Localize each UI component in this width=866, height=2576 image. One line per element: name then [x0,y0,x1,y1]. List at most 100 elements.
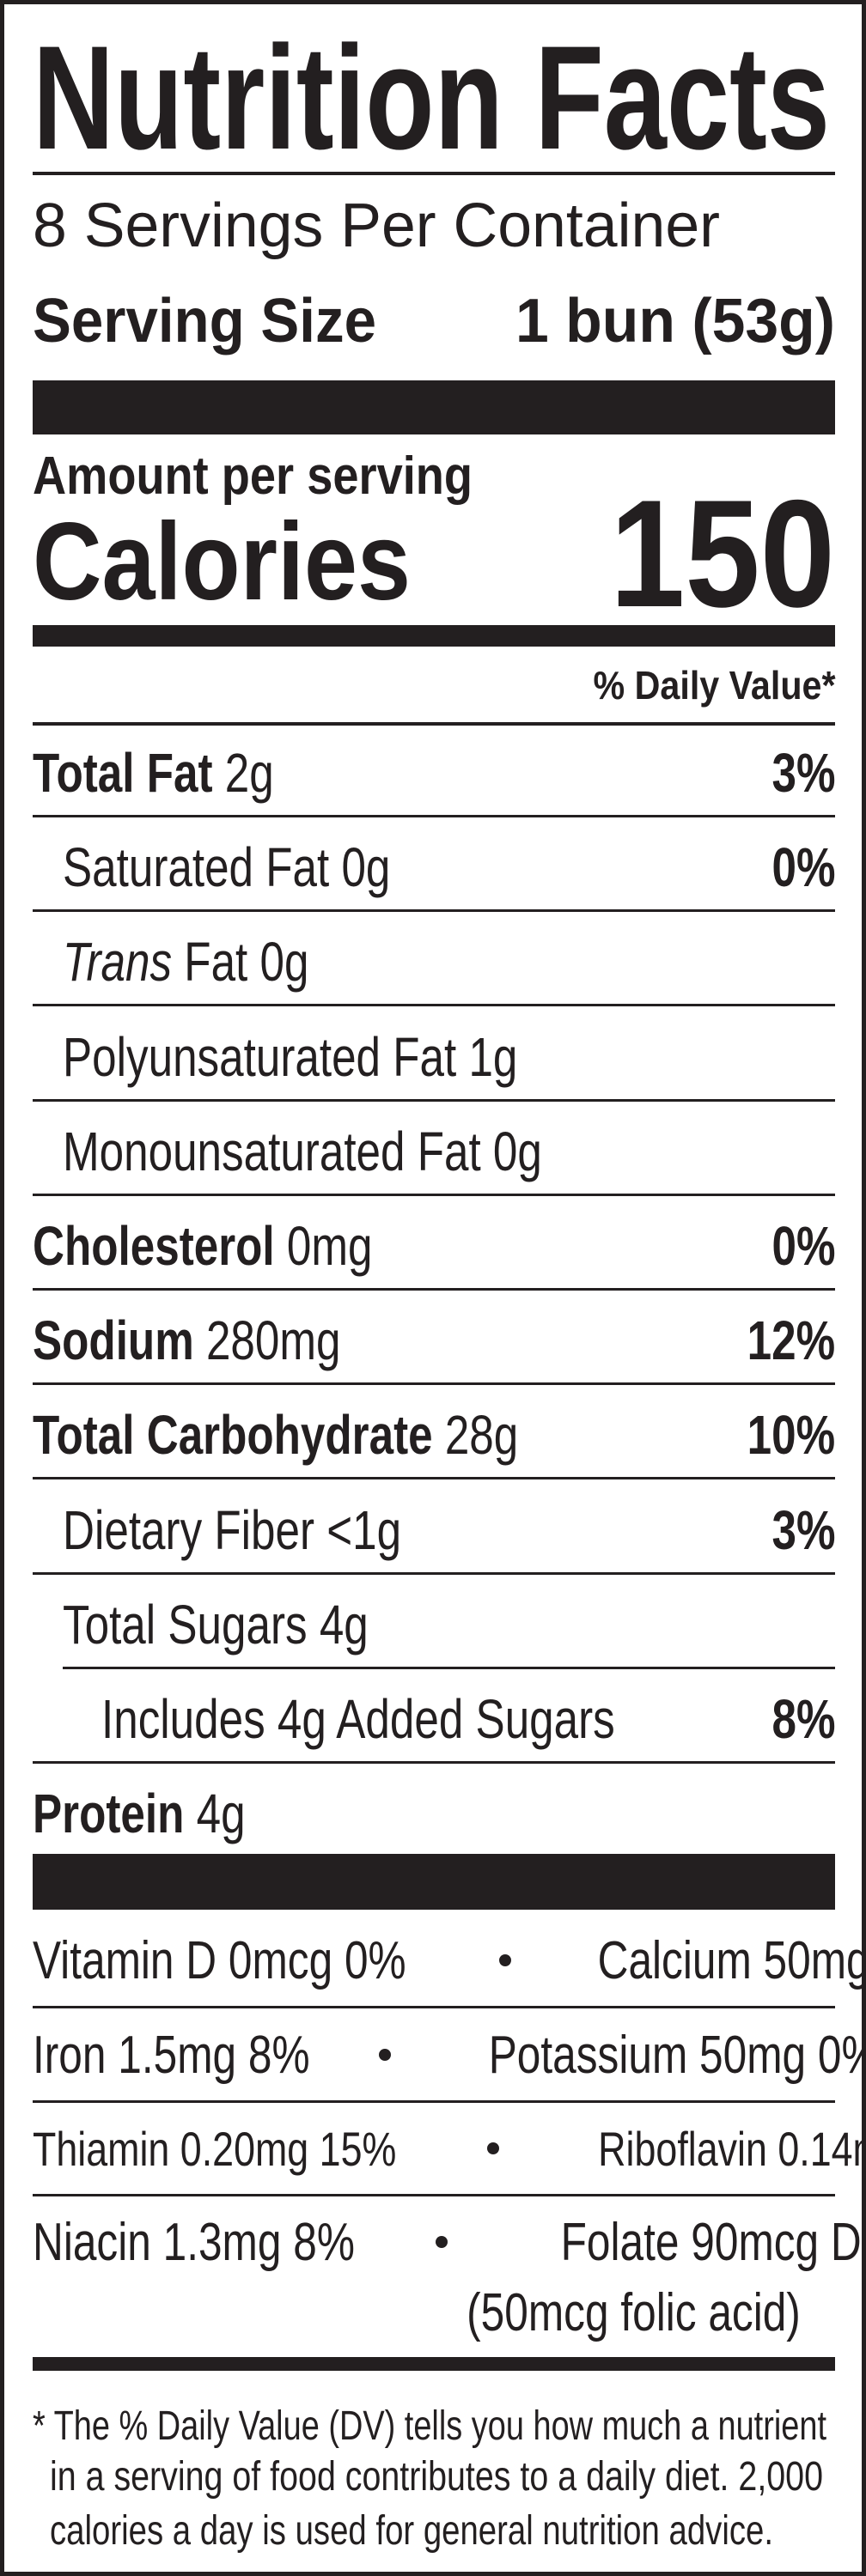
serving-size-label: Serving Size [33,287,376,355]
daily-value: 8% [771,1688,835,1750]
divider [33,2100,835,2103]
nutrient-text: Dietary Fiber <1g [63,1498,401,1562]
vitamin-row: Iron 1.5mg 8% Potassium 50mg 0% [33,2020,862,2089]
divider [33,172,835,175]
thick-bar [33,380,835,434]
amount-per-serving: Amount per serving [33,446,473,506]
daily-value: 12% [747,1309,835,1372]
servings: 8 Servings Per Container [33,191,720,260]
serving-size-value: 1 bun (53g) [515,287,835,355]
nutrient-amount: 4g [196,1783,246,1845]
divider [33,1382,835,1386]
serving-size-row: Serving Size 1 bun (53g) [33,287,835,355]
nutrient-name: Total Sugars 4g [63,1593,369,1656]
nutrient-row: Dietary Fiber <1g 3% [33,1494,835,1566]
divider [33,1477,835,1480]
nutrient-row: Total Sugars 4g [33,1589,835,1661]
nutrient-text: Polyunsaturated Fat 1g [63,1025,517,1089]
calories-row: Calories 150 [33,468,835,639]
nutrient-text: Total Carbohydrate 28g [33,1403,518,1467]
vitamin-left: Thiamin 0.20mg 15% [33,2121,397,2176]
calories-label: Calories [33,501,411,623]
divider [33,815,835,817]
vitamin-right: Folate 90mcg DFE 25% [560,2212,862,2272]
vitamin-note: (50mcg folic acid) [467,2282,801,2342]
servings-row: 8 Servings Per Container [33,191,835,260]
vitamin-left: Niacin 1.3mg 8% [33,2212,355,2272]
footnote-line: * The % Daily Value (DV) tells you how m… [33,2403,826,2449]
nutrient-amount: 280mg [205,1309,341,1372]
vitamin-left: Vitamin D 0mcg 0% [33,1930,406,1990]
nutrient-name: Saturated Fat 0g [63,836,391,899]
calories-value: 150 [610,468,835,639]
divider [33,909,835,913]
divider [33,1193,835,1196]
nutrient-name: Sodium [33,1309,194,1372]
thick-bar [33,2357,835,2371]
divider [63,1666,835,1669]
divider [33,2006,835,2008]
daily-value-header: % Daily Value* [593,663,835,708]
divider [33,2194,835,2196]
nutrient-name: Polyunsaturated Fat 1g [63,1025,518,1088]
daily-value: 10% [747,1404,835,1467]
nutrient-name: Includes 4g Added Sugars [101,1688,615,1750]
nutrient-row: Total Carbohydrate 28g 10% [33,1399,835,1471]
nutrient-text: Saturated Fat 0g [63,835,390,899]
nutrient-text: Sodium 280mg [33,1309,341,1372]
nutrient-row: Monounsaturated Fat 0g [33,1115,835,1188]
nutrient-text: Protein 4g [33,1782,246,1845]
bullet [435,2236,448,2248]
nutrient-text: Total Sugars 4g [63,1593,369,1656]
nutrient-row: Polyunsaturated Fat 1g [33,1021,835,1093]
nutrient-name: Cholesterol [33,1215,275,1277]
thick-bar [33,625,835,647]
title-row: Nutrition Facts [33,15,835,180]
nutrient-name: Total Carbohydrate [33,1404,433,1467]
nutrient-text: Cholesterol 0mg [33,1214,372,1278]
nutrient-amount: Fat 0g [184,931,309,993]
footnote-row: * The % Daily Value (DV) tells you how m… [33,2398,835,2453]
nutrient-text: Total Fat 2g [33,741,274,805]
nutrient-name: Protein [33,1783,185,1845]
dv-header-row: % Daily Value* [33,661,835,709]
bullet [499,1954,512,1966]
vitamin-note-row: (50mcg folic acid) [33,2278,835,2347]
vitamin-right: Calcium 50mg 4% [597,1930,866,1990]
divider [33,1004,835,1007]
nutrient-row: Includes 4g Added Sugars 8% [33,1683,835,1755]
vitamin-row: Niacin 1.3mg 8% Folate 90mcg DFE 25% [33,2208,862,2276]
nutrient-name: Total Fat [33,742,213,804]
thick-bar [33,1854,835,1910]
nutrient-row: Trans Fat 0g [33,926,835,998]
daily-value: 0% [771,1215,835,1277]
amount-row: Amount per serving [33,447,835,506]
footnote-row: calories a day is used for general nutri… [33,2503,835,2558]
nutrient-name: Monounsaturated Fat 0g [63,1120,542,1182]
daily-value: 3% [771,1498,835,1561]
vitamin-row: Vitamin D 0mcg 0%Calcium 50mg 4% [33,1926,862,1995]
divider [33,722,835,726]
nutrient-amount: 28g [444,1404,519,1467]
nutrient-name: Dietary Fiber <1g [63,1498,402,1561]
title: Nutrition Facts [33,15,830,180]
vitamin-row: Thiamin 0.20mg 15% Riboflavin 0.14mg 10% [33,2114,862,2183]
nutrient-row: Sodium 280mg 12% [33,1304,835,1376]
nutrient-text: Trans Fat 0g [63,930,308,993]
divider [33,1098,835,1102]
divider [33,1761,835,1764]
vitamin-right: Riboflavin 0.14mg 10% [598,2121,862,2176]
footnote-line: calories a day is used for general nutri… [50,2507,773,2554]
footnote-line: in a serving of food contributes to a da… [50,2453,823,2500]
vitamin-right: Potassium 50mg 0% [488,2025,866,2085]
nutrient-row: Protein 4g [33,1777,835,1850]
divider [33,1288,835,1291]
daily-value: 3% [771,742,835,804]
nutrient-text: Monounsaturated Fat 0g [63,1120,542,1183]
nutrient-text: Includes 4g Added Sugars [101,1687,615,1751]
divider [33,1571,835,1575]
vitamin-left: Iron 1.5mg 8% [33,2025,310,2085]
footnote-row: in a serving of food contributes to a da… [33,2449,835,2504]
nutrient-name: Trans [63,931,173,993]
